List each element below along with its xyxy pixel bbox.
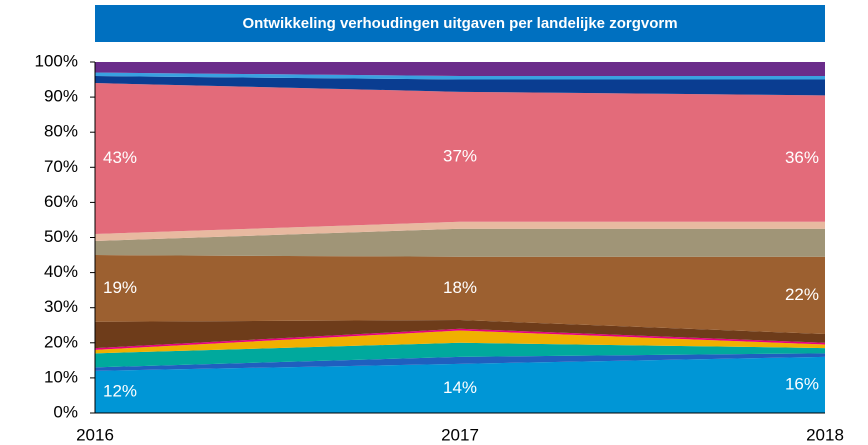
y-tick-label: 30% [44, 297, 78, 316]
y-tick-label: 80% [44, 122, 78, 141]
value-label: 37% [443, 146, 477, 165]
y-tick-label: 20% [44, 332, 78, 351]
area [95, 62, 825, 77]
value-label: 19% [103, 278, 137, 297]
y-tick-label: 40% [44, 262, 78, 281]
area [95, 353, 825, 371]
x-tick-label: 2016 [76, 425, 114, 444]
y-tick-label: 70% [44, 157, 78, 176]
value-label: 16% [785, 374, 819, 393]
area [95, 221, 825, 242]
value-label: 43% [103, 148, 137, 167]
y-tick-label: 0% [53, 402, 78, 421]
x-tick-label: 2017 [441, 425, 479, 444]
value-label: 36% [785, 148, 819, 167]
area [95, 255, 825, 335]
area [95, 330, 825, 354]
value-label: 22% [785, 285, 819, 304]
title-banner [95, 5, 825, 42]
area [95, 228, 825, 257]
value-label: 18% [443, 278, 477, 297]
area [95, 83, 825, 234]
y-tick-label: 10% [44, 367, 78, 386]
y-tick-label: 100% [35, 51, 78, 70]
y-tick-label: 60% [44, 192, 78, 211]
area [95, 356, 825, 413]
area [95, 342, 825, 368]
area [95, 76, 825, 96]
chart-title: Ontwikkeling verhoudingen uitgaven per l… [242, 15, 677, 32]
y-tick-label: 50% [44, 227, 78, 246]
x-tick-label: 2018 [806, 425, 844, 444]
y-tick-label: 90% [44, 87, 78, 106]
area [95, 319, 825, 349]
value-label: 14% [443, 378, 477, 397]
value-label: 12% [103, 381, 137, 400]
